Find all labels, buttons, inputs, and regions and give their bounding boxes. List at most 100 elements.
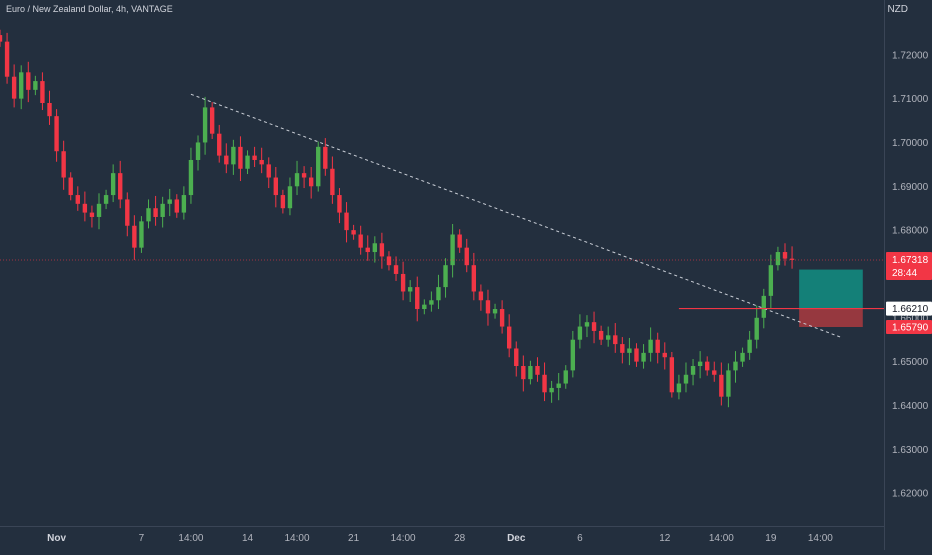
candle — [372, 236, 378, 263]
candle — [33, 75, 38, 96]
candle — [605, 326, 611, 347]
candle — [301, 166, 307, 189]
candle — [217, 124, 222, 163]
candle — [676, 374, 682, 400]
candle-body — [68, 177, 73, 196]
candle — [683, 362, 689, 393]
x-tick-label: 14:00 — [178, 533, 203, 544]
candle-body — [761, 295, 766, 318]
candle — [436, 274, 441, 310]
candle — [26, 61, 31, 103]
candle — [690, 358, 696, 386]
candle — [613, 323, 618, 353]
candle — [54, 109, 59, 162]
candle — [365, 235, 370, 261]
candle-body — [40, 81, 45, 104]
candle-body — [641, 352, 646, 362]
y-tick-label: 1.72000 — [892, 50, 929, 61]
candle-body — [26, 72, 31, 90]
candle-body — [0, 35, 3, 42]
candle — [195, 135, 201, 171]
candle — [719, 362, 724, 406]
candle-body — [96, 203, 102, 217]
candle-body — [598, 330, 604, 340]
candle — [669, 351, 675, 398]
candle — [528, 360, 533, 385]
candle — [188, 147, 194, 204]
candle-body — [648, 339, 653, 353]
time-axis-background[interactable] — [0, 526, 932, 550]
candle-body — [139, 221, 144, 248]
candle-body — [301, 173, 307, 178]
candle-body — [202, 107, 208, 143]
candle-body — [294, 173, 300, 187]
candle-body — [372, 243, 378, 253]
candle-body — [11, 76, 17, 99]
candle — [641, 344, 646, 369]
candle-body — [782, 252, 788, 259]
y-tick-label: 1.71000 — [892, 94, 929, 105]
candle — [337, 188, 342, 224]
x-tick-label: 21 — [348, 533, 360, 544]
candle-body — [535, 366, 540, 375]
candle-body — [719, 374, 724, 397]
candle-body — [308, 177, 314, 187]
currency-label: NZD — [887, 4, 908, 15]
candle — [705, 356, 710, 376]
candle — [471, 252, 477, 301]
trendline — [190, 93, 842, 338]
x-tick-label: 19 — [765, 533, 777, 544]
candle — [89, 205, 95, 228]
candle-body — [238, 146, 243, 169]
candle — [132, 215, 137, 260]
candles-group — [0, 29, 795, 408]
candle-body — [379, 243, 385, 257]
candle — [386, 251, 392, 271]
candle — [139, 216, 144, 253]
candle-body — [415, 287, 420, 310]
candle — [344, 202, 349, 243]
candle-body — [160, 203, 165, 217]
candle-body — [577, 326, 583, 340]
bar-countdown: 28:44 — [892, 268, 917, 279]
candle-body — [273, 177, 279, 196]
candle-body — [110, 173, 116, 196]
candle-body — [662, 352, 667, 358]
symbol-title[interactable]: Euro / New Zealand Dollar, 4h, VANTAGE — [6, 4, 173, 14]
candle — [280, 189, 286, 214]
x-tick-label: 7 — [139, 533, 145, 544]
candle-body — [259, 159, 264, 165]
x-tick-label: 12 — [659, 533, 671, 544]
candle — [655, 332, 660, 364]
candle — [153, 195, 158, 226]
plot-area[interactable] — [0, 0, 884, 526]
candle-body — [224, 155, 229, 165]
candle-body — [591, 322, 597, 331]
y-tick-label: 1.66000 — [892, 313, 929, 324]
candle-body — [655, 339, 660, 353]
candle-body — [471, 265, 477, 292]
candle-body — [570, 339, 576, 371]
candle-body — [167, 199, 172, 204]
candle-body — [789, 258, 795, 260]
candle-body — [492, 309, 498, 314]
candle-body — [188, 159, 194, 196]
candle-body — [733, 361, 738, 371]
candle-body — [613, 335, 618, 345]
candle-body — [521, 366, 526, 380]
candle-body — [499, 309, 505, 327]
candle-body — [775, 252, 781, 266]
candle — [577, 314, 583, 349]
candle-body — [627, 348, 632, 353]
candle-body — [528, 366, 533, 380]
candle-body — [344, 212, 349, 231]
plot-background[interactable] — [0, 0, 884, 526]
candle-body — [33, 81, 38, 90]
candle — [224, 143, 229, 174]
candle-body — [61, 151, 66, 178]
candle-body — [118, 173, 123, 200]
x-tick-label: 14:00 — [808, 533, 833, 544]
